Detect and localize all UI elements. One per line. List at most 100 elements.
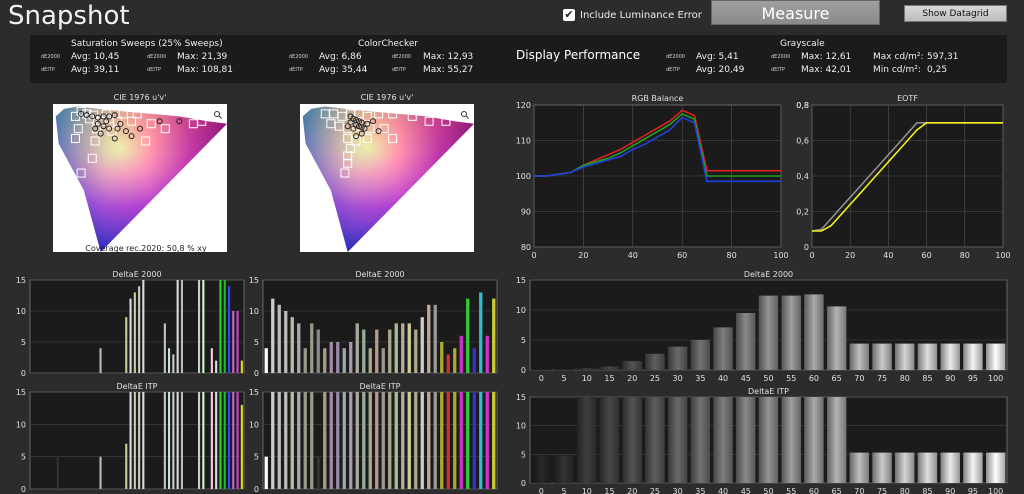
gray_de-xtick: 45: [741, 374, 751, 383]
sat_de-ytick: 15: [16, 276, 26, 285]
gray_itp-xtick: 100: [988, 487, 1003, 494]
cc_de-ytick: 0: [254, 369, 259, 378]
sat_de-bar: [138, 286, 141, 373]
cc_de-bar: [485, 335, 489, 373]
cc_itp-bar: [368, 392, 372, 489]
cc_itp-bar: [407, 392, 411, 489]
sat_de-bar: [228, 286, 231, 373]
sat_de-ytick: 10: [16, 307, 26, 316]
gray_itp-bar-shade: [804, 397, 824, 483]
cie2-target-point: [340, 168, 350, 178]
eotf-xtick: 80: [960, 251, 970, 260]
cie2-target-point: [441, 116, 451, 126]
sat_de-bar: [133, 292, 136, 373]
sat_itp-bar: [142, 392, 145, 489]
luminance-error-checkbox[interactable]: ✔: [563, 8, 575, 21]
cc_de-ytick: 15: [249, 276, 259, 285]
gray_itp-bar-shade: [622, 397, 642, 483]
sat_itp-bar: [163, 392, 166, 489]
gray_de-xtick: 70: [854, 374, 864, 383]
colorchecker-itp-label-2: dEITP: [392, 67, 406, 73]
cie2-measured-point: [350, 125, 357, 132]
cie2-measured-point: [353, 121, 360, 128]
cc_itp-bar: [355, 392, 359, 489]
cie2-magnifier-icon: [461, 111, 467, 117]
cc_de-bar: [492, 298, 496, 373]
gray_de-xtick: 5: [562, 374, 567, 383]
gray_itp-ytick: 15: [516, 393, 526, 402]
cie1-annotation: Coverage rec.2020: 50,8 % xy: [85, 244, 207, 253]
min-luminance-label: Min cd/m²:: [873, 65, 921, 75]
gray_de-xtick: 100: [988, 374, 1003, 383]
cie2-target-point: [388, 134, 398, 144]
cc_itp-bar: [336, 392, 340, 489]
gray_itp-bar-shade: [781, 397, 801, 483]
rgb-xtick: 100: [773, 251, 788, 260]
cc_de-bar: [414, 329, 418, 373]
gray_itp-xtick: 70: [854, 487, 864, 494]
cie1-measured-point: [176, 118, 183, 125]
rgb-ytick: 90: [521, 208, 531, 217]
cie1-target-point: [76, 106, 86, 116]
cc_de-bar: [479, 292, 483, 373]
gray_de-bar-shade: [895, 343, 915, 370]
cc_itp-bar: [466, 392, 470, 489]
sat_itp-bar: [228, 392, 231, 489]
gray_itp-xtick: 35: [695, 487, 705, 494]
gray_itp-xtick: 25: [650, 487, 660, 494]
gray_de-title: DeltaE 2000: [744, 270, 793, 279]
grayscale-itp-label: dEITP: [666, 67, 680, 73]
cc_itp-bar: [381, 392, 385, 489]
sat_itp-bar: [129, 392, 132, 489]
eotf-ytick: 0,6: [796, 137, 809, 146]
cc_itp-bar: [453, 392, 457, 489]
eotf-xtick: 40: [883, 251, 893, 260]
sat_de-bar: [232, 311, 235, 373]
sat_de-ytick: 0: [21, 369, 26, 378]
cie1-measured-point: [103, 118, 110, 125]
cc_de-bar: [316, 329, 320, 373]
cie1-measured-point: [89, 113, 96, 120]
gray_de-xtick: 85: [922, 374, 932, 383]
sat_itp-ytick: 0: [21, 485, 26, 494]
cc_de-bar: [394, 323, 398, 373]
sat_de-bar: [236, 311, 239, 373]
gray_de-bar-shade: [690, 340, 710, 370]
cc_itp-bar: [485, 392, 489, 489]
gray_itp-xtick: 90: [945, 487, 955, 494]
gray_itp-xtick: 0: [539, 487, 544, 494]
rgb-ytick: 120: [516, 101, 531, 110]
sat_itp-ytick: 5: [21, 453, 26, 462]
gray_de-xtick: 0: [539, 374, 544, 383]
gray_de-bar-shade: [577, 368, 597, 370]
gray_itp-xtick: 5: [562, 487, 567, 494]
grayscale-de-avg: Avg: 5,41: [696, 52, 739, 62]
gray_itp-bar-shade: [827, 397, 847, 483]
measure-button[interactable]: Measure: [711, 0, 880, 25]
gray_itp-bar-shade: [713, 397, 733, 483]
gray_de-ytick: 0: [521, 366, 526, 375]
cc_de-bar: [271, 298, 275, 373]
rgb-xtick: 20: [578, 251, 588, 260]
cc_itp-bar: [264, 456, 268, 489]
show-datagrid-button[interactable]: Show Datagrid: [904, 5, 1007, 22]
cc_itp-bar: [342, 392, 346, 489]
gray_itp-bar-shade: [668, 397, 688, 483]
gray_de-bar-shade: [668, 346, 688, 370]
gray_itp-bar-shade: [645, 397, 665, 483]
saturation-de-label-2: dE2000: [147, 54, 167, 60]
cie2-target-point: [346, 143, 356, 153]
gray_de-xtick: 50: [763, 374, 773, 383]
gray_itp-bar-shade: [599, 397, 620, 483]
cc_de-bar: [401, 323, 405, 373]
gray_de-bar-shade: [758, 295, 779, 370]
sat_itp-plot-area: [29, 391, 245, 490]
cc_de-bar: [440, 342, 444, 373]
sat_itp-bar: [202, 392, 205, 489]
cc_itp-bar: [427, 392, 431, 489]
max-luminance-value: 597,31: [927, 52, 959, 62]
cc_de-bar: [336, 342, 340, 373]
cie1-measured-point: [78, 110, 85, 117]
sat_de-bar: [215, 360, 218, 373]
cie2-measured-point: [364, 120, 371, 127]
